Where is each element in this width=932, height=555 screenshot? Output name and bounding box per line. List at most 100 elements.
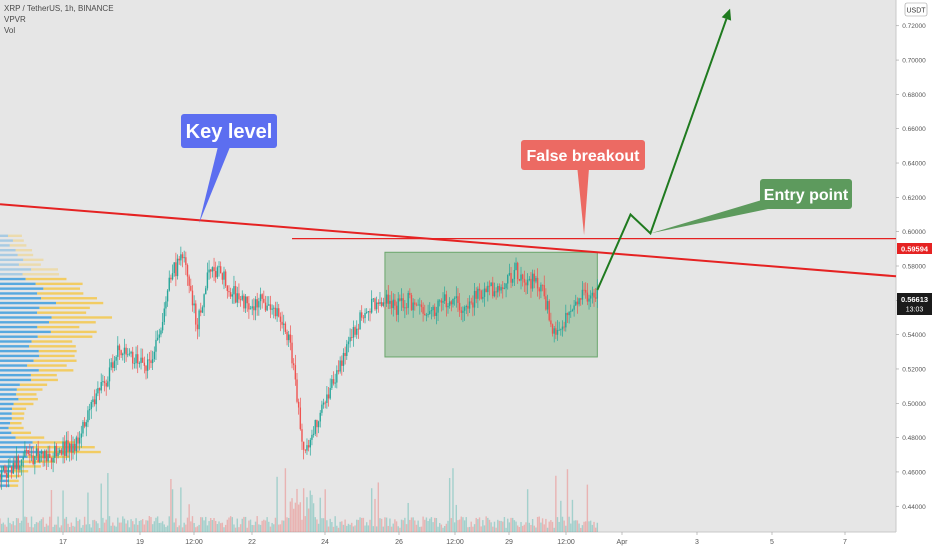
candle (208, 260, 210, 280)
volume-bar (15, 517, 18, 532)
price-tick-label: 0.66000 (902, 126, 926, 133)
candle (314, 419, 316, 437)
indicator-vpvr[interactable]: VPVR (4, 15, 26, 24)
volume-bar (314, 517, 316, 532)
candle (299, 397, 302, 431)
volume-bar (497, 519, 499, 532)
volume-bar (377, 482, 380, 532)
volume-bar (14, 525, 16, 532)
volume-bar (198, 524, 200, 532)
candle (390, 291, 393, 315)
candle (434, 303, 436, 320)
volume-bar (7, 517, 9, 532)
vpvr-row (0, 345, 76, 348)
candle (156, 330, 159, 341)
volume-bar (463, 520, 466, 532)
volume-bar (387, 525, 389, 532)
candle (112, 354, 114, 373)
volume-bar (156, 516, 159, 532)
indicator-vol[interactable]: Vol (4, 26, 16, 35)
candle (400, 288, 403, 311)
candle (427, 304, 429, 318)
volume-bar (120, 522, 122, 532)
volume-bar (73, 526, 76, 532)
volume-bar (410, 517, 413, 532)
volume-bar (273, 524, 275, 532)
volume-bar (215, 520, 217, 532)
vpvr-row (0, 397, 38, 401)
volume-bar (284, 468, 287, 532)
candle (135, 346, 137, 369)
volume-bar (229, 516, 232, 532)
candle (271, 304, 273, 315)
volume-bar (19, 522, 21, 532)
time-tick-label: 3 (695, 539, 699, 546)
last-price-text: 0.56613 (901, 295, 928, 304)
volume-bar (20, 520, 23, 532)
candle (586, 283, 589, 306)
vpvr-row (0, 282, 83, 286)
volume-bar (379, 518, 381, 532)
candle (351, 328, 353, 341)
candlesticks (0, 246, 599, 490)
candle (107, 376, 109, 388)
volume-bar (92, 520, 94, 532)
symbol-title[interactable]: XRP / TetherUS, 1h, BINANCE (4, 4, 114, 13)
key-level-callout[interactable]: Key level (181, 114, 277, 224)
candle (377, 299, 380, 313)
candle (443, 286, 446, 304)
candle (276, 301, 278, 322)
vpvr-row (0, 431, 32, 435)
candle (414, 299, 416, 311)
candle (437, 298, 439, 322)
candle (420, 300, 423, 313)
candle (155, 330, 157, 361)
volume-bar (253, 525, 255, 532)
candle (98, 387, 101, 401)
volume-bar (573, 520, 575, 532)
vpvr-row (0, 287, 81, 290)
candle (546, 294, 549, 314)
entry-point-callout[interactable]: Entry point (650, 179, 852, 234)
candle (417, 299, 419, 306)
candle (40, 449, 43, 462)
candle (307, 439, 310, 452)
volume-bar (213, 517, 215, 532)
volume-bar (205, 516, 207, 532)
candle (526, 273, 529, 294)
volume-bar (424, 519, 426, 532)
volume-bar (312, 503, 315, 532)
candle (490, 282, 492, 287)
volume-bar (531, 519, 534, 532)
candle (141, 348, 144, 363)
candle (70, 434, 73, 461)
candle (110, 358, 112, 371)
volume-bar (286, 517, 288, 532)
volume-bar (180, 487, 182, 532)
volume-bar (319, 497, 321, 532)
candle (553, 325, 555, 343)
volume-bar (85, 524, 87, 532)
candle (439, 299, 441, 307)
volume-bar (512, 517, 514, 532)
candle (113, 356, 116, 372)
volume-bar (399, 527, 401, 532)
volume-bar (520, 522, 522, 532)
key-level-trendline[interactable] (0, 203, 897, 278)
candle (30, 447, 33, 462)
volume-bar (372, 526, 375, 532)
volume-bar (591, 524, 594, 532)
vpvr-row (0, 268, 58, 271)
false-breakout-callout[interactable]: False breakout (521, 140, 645, 236)
candle (364, 308, 366, 324)
volume-bar (448, 477, 451, 532)
volume-bar (351, 522, 353, 532)
volume-bar (505, 527, 507, 532)
candle (478, 283, 481, 301)
candle (379, 292, 381, 307)
candle (457, 288, 459, 313)
candle (334, 373, 336, 388)
volume-bar (375, 526, 378, 532)
